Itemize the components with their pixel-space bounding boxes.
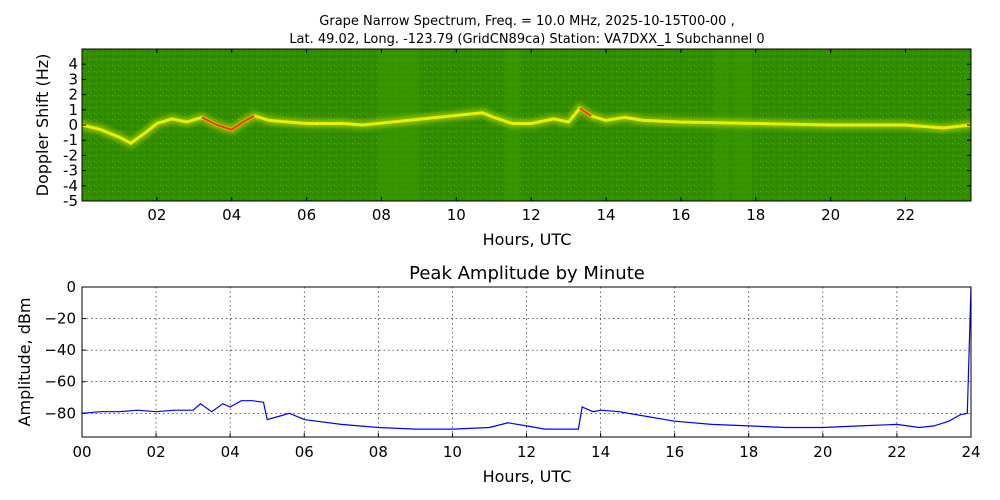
x-tick-label: 14 <box>596 206 615 224</box>
y-tick-label: 0 <box>68 116 78 134</box>
spectrogram-y-axis-label: Doppler Shift (Hz) <box>33 54 52 197</box>
x-tick-label: 04 <box>222 206 241 224</box>
amplitude-y-ticks: 0 −20 −40 −60 −80 <box>44 278 86 422</box>
y-tick-label: 4 <box>68 55 78 73</box>
y-tick-label: −20 <box>44 310 76 328</box>
x-tick-label: 12 <box>517 443 536 461</box>
spectrogram-trace <box>82 102 971 149</box>
x-tick-label: 08 <box>372 206 391 224</box>
x-tick-label: 22 <box>887 443 906 461</box>
x-tick-label: 14 <box>591 443 610 461</box>
y-tick-label: -2 <box>63 146 78 164</box>
y-tick-label: 3 <box>68 70 78 88</box>
x-tick-label: 24 <box>961 443 980 461</box>
y-tick-label: -3 <box>63 162 78 180</box>
x-tick-label: 22 <box>896 206 915 224</box>
x-tick-label: 20 <box>821 206 840 224</box>
x-tick-label: 02 <box>147 206 166 224</box>
amplitude-chart-title: Peak Amplitude by Minute <box>409 263 645 284</box>
spectrogram-x-axis-label: Hours, UTC <box>483 230 572 249</box>
x-tick-label: 08 <box>369 443 388 461</box>
x-tick-label: 18 <box>746 206 765 224</box>
x-tick-label: 16 <box>665 443 684 461</box>
amplitude-series-line <box>82 287 971 430</box>
amplitude-x-ticks: 00 02 04 06 08 10 12 14 16 18 20 22 24 <box>72 433 981 461</box>
amplitude-panel: Peak Amplitude by Minute 00 02 04 06 08 10 12 1… <box>15 263 981 486</box>
y-tick-label: -5 <box>63 192 78 210</box>
y-tick-label: 1 <box>68 101 78 119</box>
trace-hotspot <box>579 107 592 117</box>
y-tick-label: 2 <box>68 86 78 104</box>
x-tick-label: 18 <box>739 443 758 461</box>
amplitude-x-axis-label: Hours, UTC <box>483 467 572 486</box>
trace-line <box>82 106 971 145</box>
y-tick-label: -4 <box>63 177 78 195</box>
figure-title-line2: Lat. 49.02, Long. -123.79 (GridCN89ca) S… <box>289 32 764 47</box>
x-tick-label: 16 <box>671 206 690 224</box>
figure-title-line1: Grape Narrow Spectrum, Freq. = 10.0 MHz,… <box>319 14 734 29</box>
x-tick-label: 02 <box>147 443 166 461</box>
y-tick-label: −60 <box>44 373 76 391</box>
trace-hotspot <box>201 115 255 131</box>
x-tick-label: 06 <box>297 206 316 224</box>
x-tick-label: 04 <box>221 443 240 461</box>
y-tick-label: −80 <box>44 404 76 422</box>
x-tick-label: 12 <box>522 206 541 224</box>
x-tick-label: 10 <box>443 443 462 461</box>
spectrogram-x-ticks: 02 04 06 08 10 12 14 16 18 20 22 <box>147 49 915 224</box>
y-tick-label: 0 <box>66 278 76 296</box>
y-tick-label: -1 <box>63 131 78 149</box>
x-tick-label: 20 <box>813 443 832 461</box>
amplitude-y-axis-label: Amplitude, dBm <box>15 298 34 427</box>
amplitude-plot-area <box>82 287 971 437</box>
x-tick-label: 00 <box>72 443 91 461</box>
y-tick-label: −40 <box>44 341 76 359</box>
x-tick-label: 10 <box>447 206 466 224</box>
x-tick-label: 06 <box>295 443 314 461</box>
